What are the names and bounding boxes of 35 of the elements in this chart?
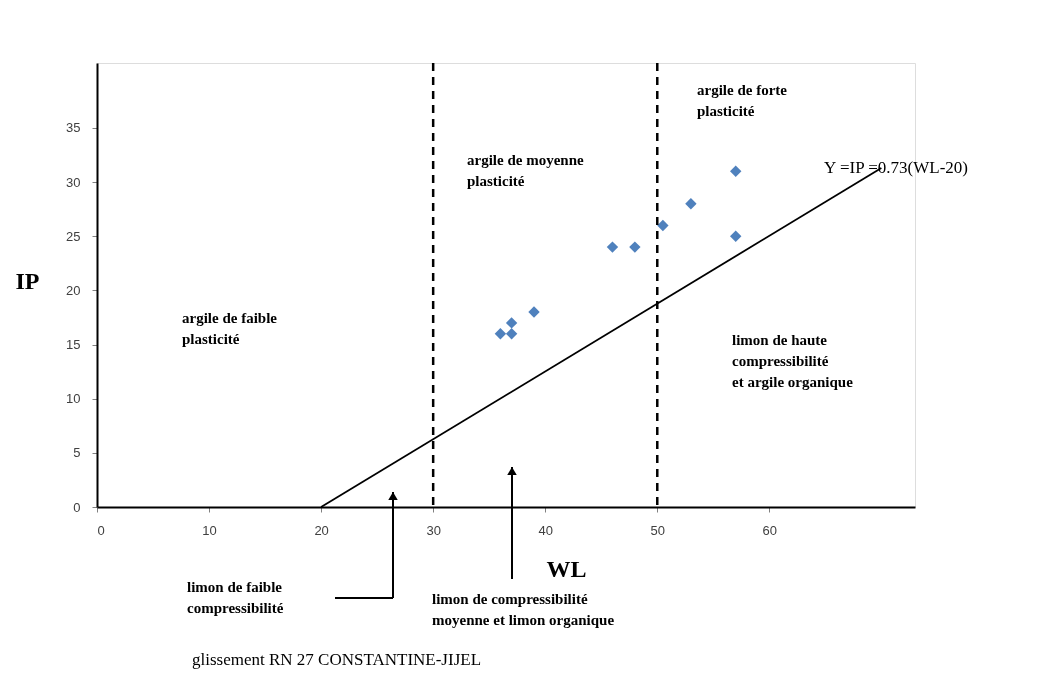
y-tick-label: 15 [66,337,81,353]
annotation: argile de faible plasticité [182,310,278,347]
x-tick-label: 10 [202,522,217,538]
x-tick-label: 60 [762,522,778,538]
point [730,165,742,177]
point [494,328,507,340]
y-tick-label: 5 [73,445,81,461]
annotation: argile de moyenne plasticité [467,152,584,189]
point [685,198,697,210]
y-axis-title: IP [15,268,40,295]
point [505,317,518,329]
y-tick-label: 0 [73,499,81,515]
y-tick-label: 10 [66,391,81,407]
y-tick-label: 20 [66,282,81,298]
point [606,241,619,253]
text: limon de faible compressibilité [187,579,284,616]
text: glissement RN 27 CONSTANTINE-JIJEL [192,650,482,669]
point [505,328,518,340]
y-tick-label: 25 [66,228,81,244]
y-tick-label: 35 [66,120,81,136]
annotation: Y =IP =0.73(WL-20) [824,158,968,177]
point [657,219,669,232]
x-tick-label: 30 [426,522,441,538]
annotation: limon de haute compressibilité et argile organique [732,332,854,390]
point [528,306,540,318]
text: limon de compressibilité moyenne et limon organique [432,591,615,628]
x-tick-label: 20 [314,522,329,538]
y-tick-label: 30 [66,174,81,190]
point [629,241,641,253]
x-tick-label: 50 [650,522,666,538]
annotation: argile de forte plasticité [697,82,788,119]
x-tick-label: 0 [97,522,105,538]
point [730,230,742,242]
x-axis-title: WL [546,555,587,582]
x-tick-label: 40 [538,522,553,538]
